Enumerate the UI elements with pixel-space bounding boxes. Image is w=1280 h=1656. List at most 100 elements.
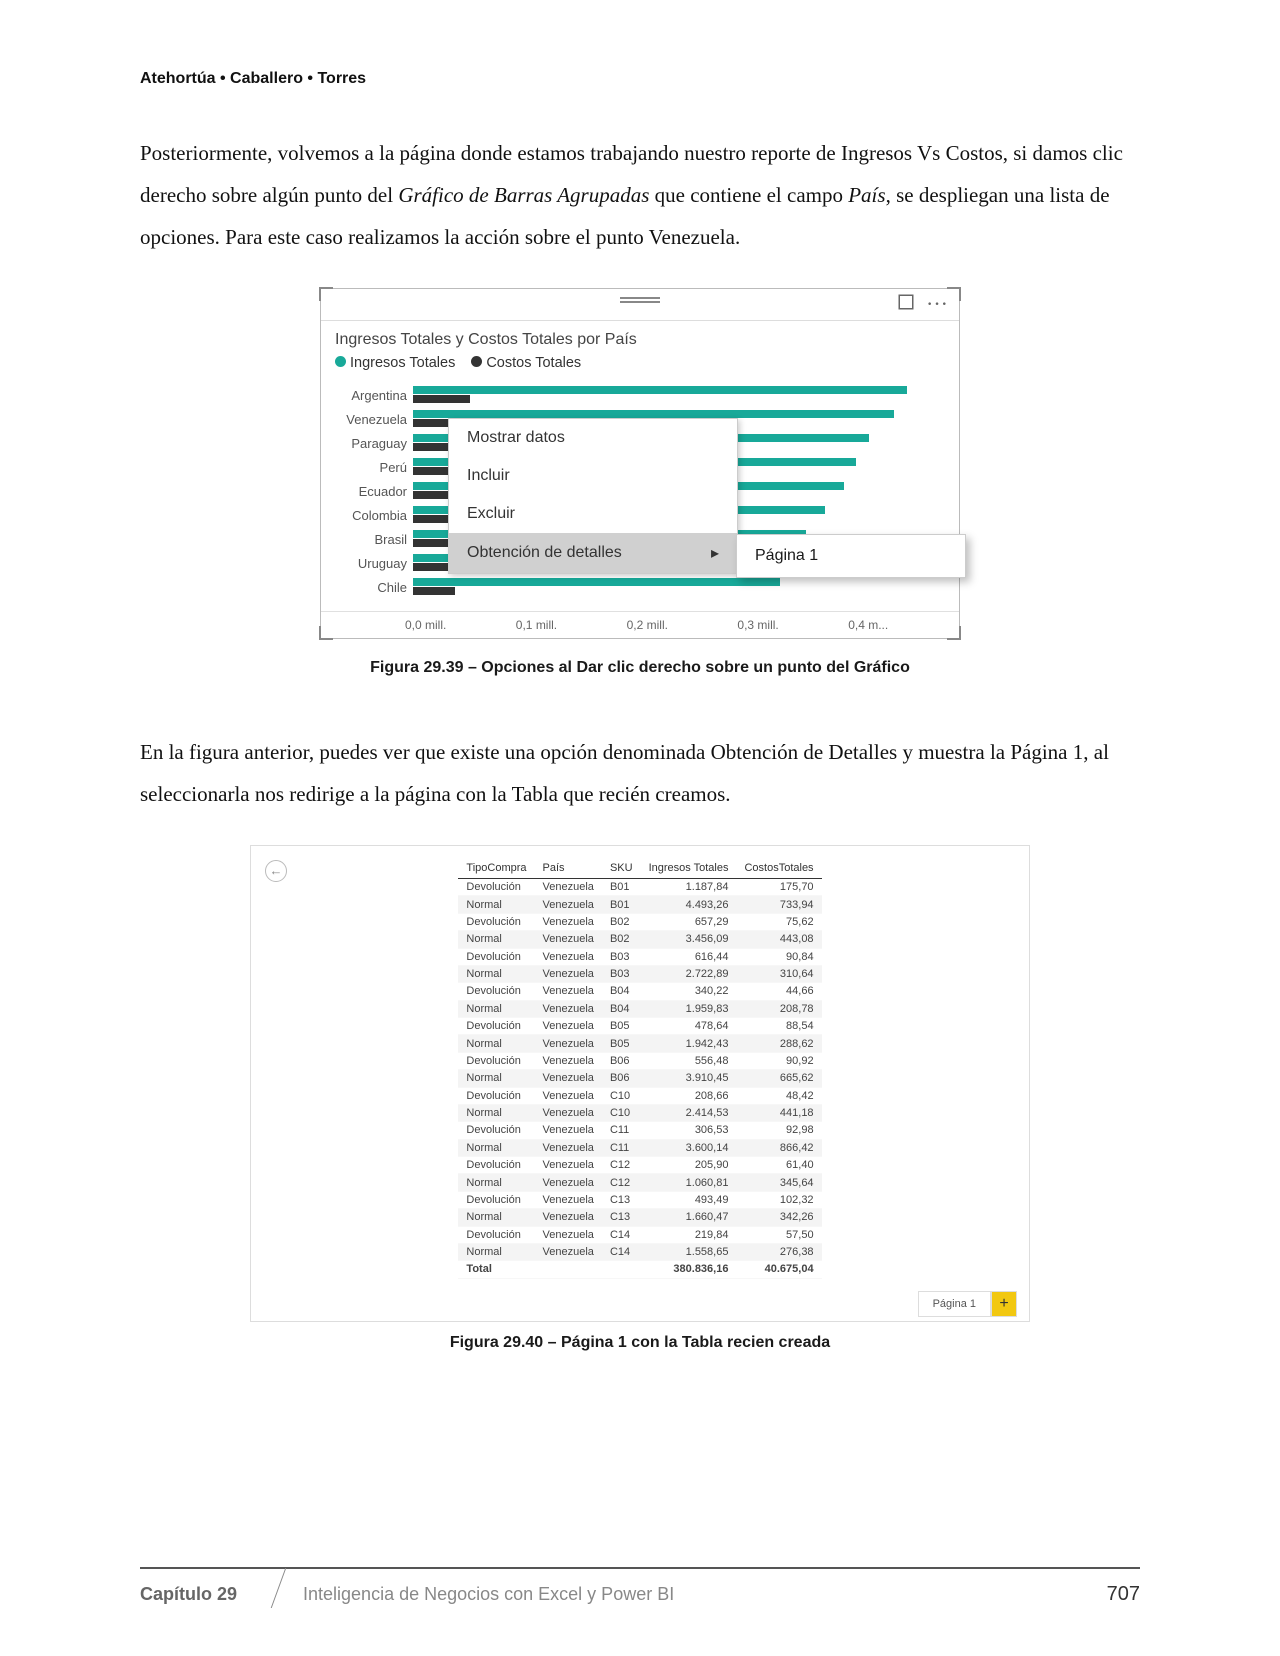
table-row[interactable]: NormalVenezuelaC141.558,65276,38	[458, 1243, 821, 1260]
table-cell: Devolución	[458, 1191, 534, 1208]
bar-ingresos[interactable]	[413, 578, 780, 586]
bar-label: Colombia	[335, 508, 413, 523]
table-cell: Normal	[458, 965, 534, 982]
table-cell: Venezuela	[535, 1243, 602, 1260]
table-cell: 288,62	[736, 1035, 821, 1052]
ctx-include[interactable]: Incluir	[449, 457, 737, 495]
table-row[interactable]: NormalVenezuelaC113.600,14866,42	[458, 1139, 821, 1156]
table-cell: Venezuela	[535, 1139, 602, 1156]
table-cell: 443,08	[736, 931, 821, 948]
table-cell: Devolución	[458, 983, 534, 1000]
add-page-button[interactable]: +	[991, 1291, 1017, 1317]
table-cell: 3.456,09	[641, 931, 737, 948]
table-row[interactable]: DevoluciónVenezuelaC14219,8457,50	[458, 1226, 821, 1243]
table-cell: C13	[602, 1191, 641, 1208]
table-cell: 4.493,26	[641, 896, 737, 913]
table-cell: Venezuela	[535, 1035, 602, 1052]
table-cell: Devolución	[458, 1052, 534, 1069]
table-cell: B02	[602, 931, 641, 948]
table-cell: Venezuela	[535, 896, 602, 913]
table-row[interactable]: DevoluciónVenezuelaC12205,9061,40	[458, 1157, 821, 1174]
table-row[interactable]: DevoluciónVenezuelaC11306,5392,98	[458, 1122, 821, 1139]
table-cell: Normal	[458, 1243, 534, 1260]
table-row[interactable]: NormalVenezuelaB051.942,43288,62	[458, 1035, 821, 1052]
table-row[interactable]: DevoluciónVenezuelaB05478,6488,54	[458, 1018, 821, 1035]
paragraph-2: En la figura anterior, puedes ver que ex…	[140, 731, 1140, 815]
table-cell: 1.187,84	[641, 879, 737, 896]
ctx-show-data[interactable]: Mostrar datos	[449, 419, 737, 457]
page-header-authors: Atehortúa • Caballero • Torres	[140, 70, 1140, 88]
bar-ingresos[interactable]	[413, 410, 894, 418]
table-cell: Normal	[458, 896, 534, 913]
table-row[interactable]: NormalVenezuelaC121.060,81345,64	[458, 1174, 821, 1191]
table-row[interactable]: DevoluciónVenezuelaC13493,49102,32	[458, 1191, 821, 1208]
table-cell: 1.660,47	[641, 1209, 737, 1226]
table-header-row: TipoCompraPaísSKUIngresos TotalesCostosT…	[458, 858, 821, 879]
table-cell: Devolución	[458, 948, 534, 965]
ctx-drillthrough[interactable]: Obtención de detalles ▸	[449, 533, 737, 573]
table-row[interactable]: DevoluciónVenezuelaB03616,4490,84	[458, 948, 821, 965]
focus-mode-icon[interactable]	[897, 293, 915, 316]
back-arrow-icon[interactable]: ←	[265, 860, 287, 882]
table-cell: 556,48	[641, 1052, 737, 1069]
table-cell: B01	[602, 896, 641, 913]
bar-row[interactable]: Argentina	[335, 383, 945, 407]
chart-header: ···	[321, 289, 959, 321]
table-cell: 342,26	[736, 1209, 821, 1226]
table-cell: Venezuela	[535, 913, 602, 930]
ctx-exclude[interactable]: Excluir	[449, 495, 737, 533]
table-cell: 340,22	[641, 983, 737, 1000]
ctx-submenu-page1[interactable]: Página 1	[736, 534, 966, 578]
table-total-row: Total380.836,1640.675,04	[458, 1261, 821, 1278]
table-col-header[interactable]: TipoCompra	[458, 858, 534, 879]
bar-costos[interactable]	[413, 587, 455, 595]
bar-row[interactable]: Chile	[335, 575, 945, 599]
table-cell: B06	[602, 1070, 641, 1087]
table-col-header[interactable]: SKU	[602, 858, 641, 879]
bar-ingresos[interactable]	[413, 386, 907, 394]
table-row[interactable]: NormalVenezuelaB063.910,45665,62	[458, 1070, 821, 1087]
table-cell: B06	[602, 1052, 641, 1069]
bar-label: Paraguay	[335, 436, 413, 451]
table-cell: Venezuela	[535, 1209, 602, 1226]
more-options-icon[interactable]: ···	[927, 296, 949, 314]
page-tab[interactable]: Página 1	[918, 1291, 991, 1317]
table-row[interactable]: DevoluciónVenezuelaB04340,2244,66	[458, 983, 821, 1000]
figure-1-caption: Figura 29.39 – Opciones al Dar clic dere…	[140, 659, 1140, 677]
table-cell: Venezuela	[535, 1070, 602, 1087]
bar-label: Brasil	[335, 532, 413, 547]
table-cell: 441,18	[736, 1104, 821, 1121]
table-col-header[interactable]: Ingresos Totales	[641, 858, 737, 879]
table-cell: 2.414,53	[641, 1104, 737, 1121]
table-cell: Venezuela	[535, 1000, 602, 1017]
table-row[interactable]: DevoluciónVenezuelaC10208,6648,42	[458, 1087, 821, 1104]
table-row[interactable]: NormalVenezuelaB023.456,09443,08	[458, 931, 821, 948]
table-cell: 866,42	[736, 1139, 821, 1156]
table-col-header[interactable]: CostosTotales	[736, 858, 821, 879]
table-cell: 733,94	[736, 896, 821, 913]
chart-x-axis: 0,0 mill.0,1 mill.0,2 mill.0,3 mill.0,4 …	[321, 611, 959, 638]
table-cell: C14	[602, 1226, 641, 1243]
table-cell: Normal	[458, 1104, 534, 1121]
table-cell: Normal	[458, 1139, 534, 1156]
table-cell: Venezuela	[535, 1191, 602, 1208]
table-row[interactable]: DevoluciónVenezuelaB02657,2975,62	[458, 913, 821, 930]
chart-legend: Ingresos Totales Costos Totales	[321, 353, 959, 383]
table-cell: Normal	[458, 1209, 534, 1226]
table-cell: Venezuela	[535, 948, 602, 965]
table-row[interactable]: NormalVenezuelaC131.660,47342,26	[458, 1209, 821, 1226]
table-row[interactable]: DevoluciónVenezuelaB011.187,84175,70	[458, 879, 821, 896]
table-row[interactable]: NormalVenezuelaB041.959,83208,78	[458, 1000, 821, 1017]
table-row[interactable]: NormalVenezuelaC102.414,53441,18	[458, 1104, 821, 1121]
table-cell: Venezuela	[535, 1052, 602, 1069]
table-cell: Venezuela	[535, 1174, 602, 1191]
table-cell: 175,70	[736, 879, 821, 896]
bar-costos[interactable]	[413, 395, 470, 403]
table-cell: Venezuela	[535, 983, 602, 1000]
table-row[interactable]: NormalVenezuelaB014.493,26733,94	[458, 896, 821, 913]
table-row[interactable]: NormalVenezuelaB032.722,89310,64	[458, 965, 821, 982]
table-col-header[interactable]: País	[535, 858, 602, 879]
paragraph-1: Posteriormente, volvemos a la página don…	[140, 132, 1140, 258]
table-row[interactable]: DevoluciónVenezuelaB06556,4890,92	[458, 1052, 821, 1069]
table-cell: C10	[602, 1087, 641, 1104]
